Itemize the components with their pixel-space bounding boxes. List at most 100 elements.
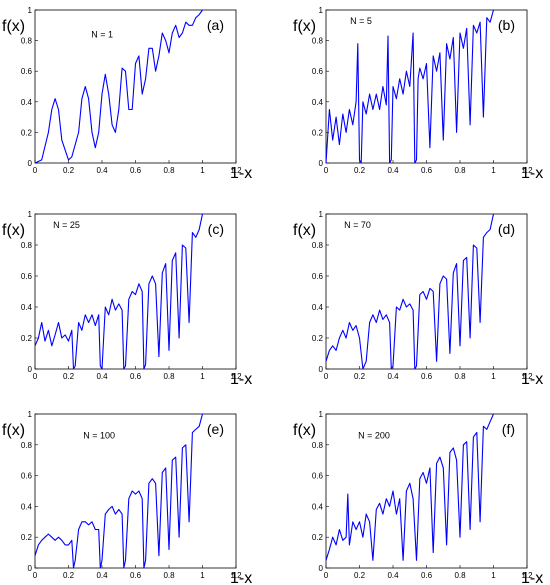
y-tick-label: 0.4 [21,502,33,511]
x-tick-label: 1.2 [230,372,242,381]
x-tick-label: 0.8 [163,372,175,381]
x-axis-label: 1-x [521,165,543,182]
panel-label: (c) [208,221,224,237]
x-tick-label: 1.2 [230,166,242,175]
x-tick-label: 0.4 [387,166,399,175]
x-axis-label: 1-x [230,371,252,388]
y-tick-label: 0.8 [21,441,33,450]
x-tick-label: 0.4 [387,372,399,381]
panel-2: 0 0.2 0.4 0.6 0.8 1 1.200.20.40.60.81f(x)1-x(b… [293,6,543,182]
x-tick-label: 1.2 [521,372,533,381]
y-axis-label: f(x) [293,222,316,239]
y-tick-label: 0.4 [21,98,33,107]
y-tick-label: 0.2 [21,128,33,137]
n-annotation: N = 100 [83,431,115,441]
x-tick-label: 0.4 [96,372,108,381]
y-tick-label: 0 [319,365,324,374]
y-tick-label: 0.8 [312,37,324,46]
x-tick-label: 1.2 [230,571,242,580]
panel-1: 0 0.2 0.4 0.6 0.8 1 1.200.20.40.60.81f(x)1-x(a… [2,6,252,182]
y-tick-label: 0 [319,564,324,573]
x-tick-label: 0.2 [354,571,366,580]
y-tick-label: 1 [28,210,33,219]
x-tick-label: 0 [33,166,38,175]
x-tick-label: 0.4 [96,571,108,580]
series-line [34,413,204,569]
x-tick-label: 0.6 [130,571,142,580]
x-tick-label: 1 [491,166,496,175]
x-tick-label: 0.6 [421,166,433,175]
y-tick-label: 0.6 [21,67,33,76]
panel-label: (d) [498,221,515,237]
plot-frame [34,9,237,164]
n-annotation: N = 5 [350,16,372,26]
x-tick-label: 0 [33,372,38,381]
y-tick-label: 0 [28,365,33,374]
x-axis-label: 1-x [230,165,252,182]
x-tick-label: 0.8 [163,571,175,580]
plot-frame [34,213,237,370]
panel-3: 0 0.2 0.4 0.6 0.8 1 1.200.20.40.60.81f(x)1-x(c… [2,210,252,388]
y-tick-label: 0.4 [312,303,324,312]
x-tick-label: 1 [200,372,205,381]
x-tick-label: 0 [324,166,329,175]
x-tick-label: 1 [200,571,205,580]
x-axis-label: 1-x [230,570,252,585]
x-tick-label: 0.4 [387,571,399,580]
y-tick-label: 1 [28,410,33,419]
panel-label: (e) [207,421,224,437]
x-tick-label: 0.2 [354,166,366,175]
y-tick-label: 0.2 [21,533,33,542]
panel-4: 0 0.2 0.4 0.6 0.8 1 1.200.20.40.60.81f(x)1-x(d… [293,210,543,388]
x-tick-label: 0.2 [354,372,366,381]
y-tick-label: 0.2 [312,533,324,542]
panel-label: (a) [207,17,224,33]
x-tick-label: 0.8 [454,372,466,381]
panel-6: 0 0.2 0.4 0.6 0.8 1 1.200.20.40.60.81f(x)1-x(f… [293,410,543,585]
y-tick-label: 1 [319,6,324,15]
y-axis-label: f(x) [293,422,316,439]
y-tick-label: 0.8 [21,241,33,250]
y-tick-label: 0.6 [312,272,324,281]
x-tick-label: 1.2 [521,166,533,175]
x-tick-label: 0.6 [421,571,433,580]
series-line [34,213,204,370]
y-axis-label: f(x) [293,18,316,35]
x-tick-label: 1.2 [521,571,533,580]
y-tick-label: 1 [319,410,324,419]
plot-frame [325,213,528,370]
n-annotation: N = 1 [91,30,113,40]
x-tick-label: 0.4 [96,166,108,175]
y-tick-label: 0.4 [312,98,324,107]
n-annotation: N = 25 [53,220,80,230]
y-tick-label: 0.2 [312,128,324,137]
y-tick-label: 1 [28,6,33,15]
series-line [325,213,495,370]
series-line [325,9,495,164]
y-tick-label: 0 [319,159,324,168]
y-tick-label: 0.2 [21,334,33,343]
x-axis-label: 1-x [521,570,543,585]
x-tick-label: 0.2 [63,372,75,381]
x-tick-label: 1 [491,571,496,580]
y-axis-label: f(x) [2,222,25,239]
x-tick-label: 0 [324,372,329,381]
series-line [34,9,203,164]
x-tick-label: 0.8 [163,166,175,175]
y-tick-label: 0.4 [312,502,324,511]
x-tick-label: 0.8 [454,166,466,175]
y-tick-label: 0.6 [21,472,33,481]
y-axis-label: f(x) [2,422,25,439]
y-tick-label: 0.4 [21,303,33,312]
y-tick-label: 0.8 [21,37,33,46]
panel-5: 0 0.2 0.4 0.6 0.8 1 1.200.20.40.60.81f(x)1-x(e… [2,410,252,585]
y-tick-label: 0.6 [21,272,33,281]
x-tick-label: 0 [324,571,329,580]
x-axis-label: 1-x [521,371,543,388]
y-axis-label: f(x) [2,18,25,35]
y-tick-label: 0.6 [312,67,324,76]
x-tick-label: 0 [33,571,38,580]
y-tick-label: 0 [28,564,33,573]
y-tick-label: 0.6 [312,472,324,481]
